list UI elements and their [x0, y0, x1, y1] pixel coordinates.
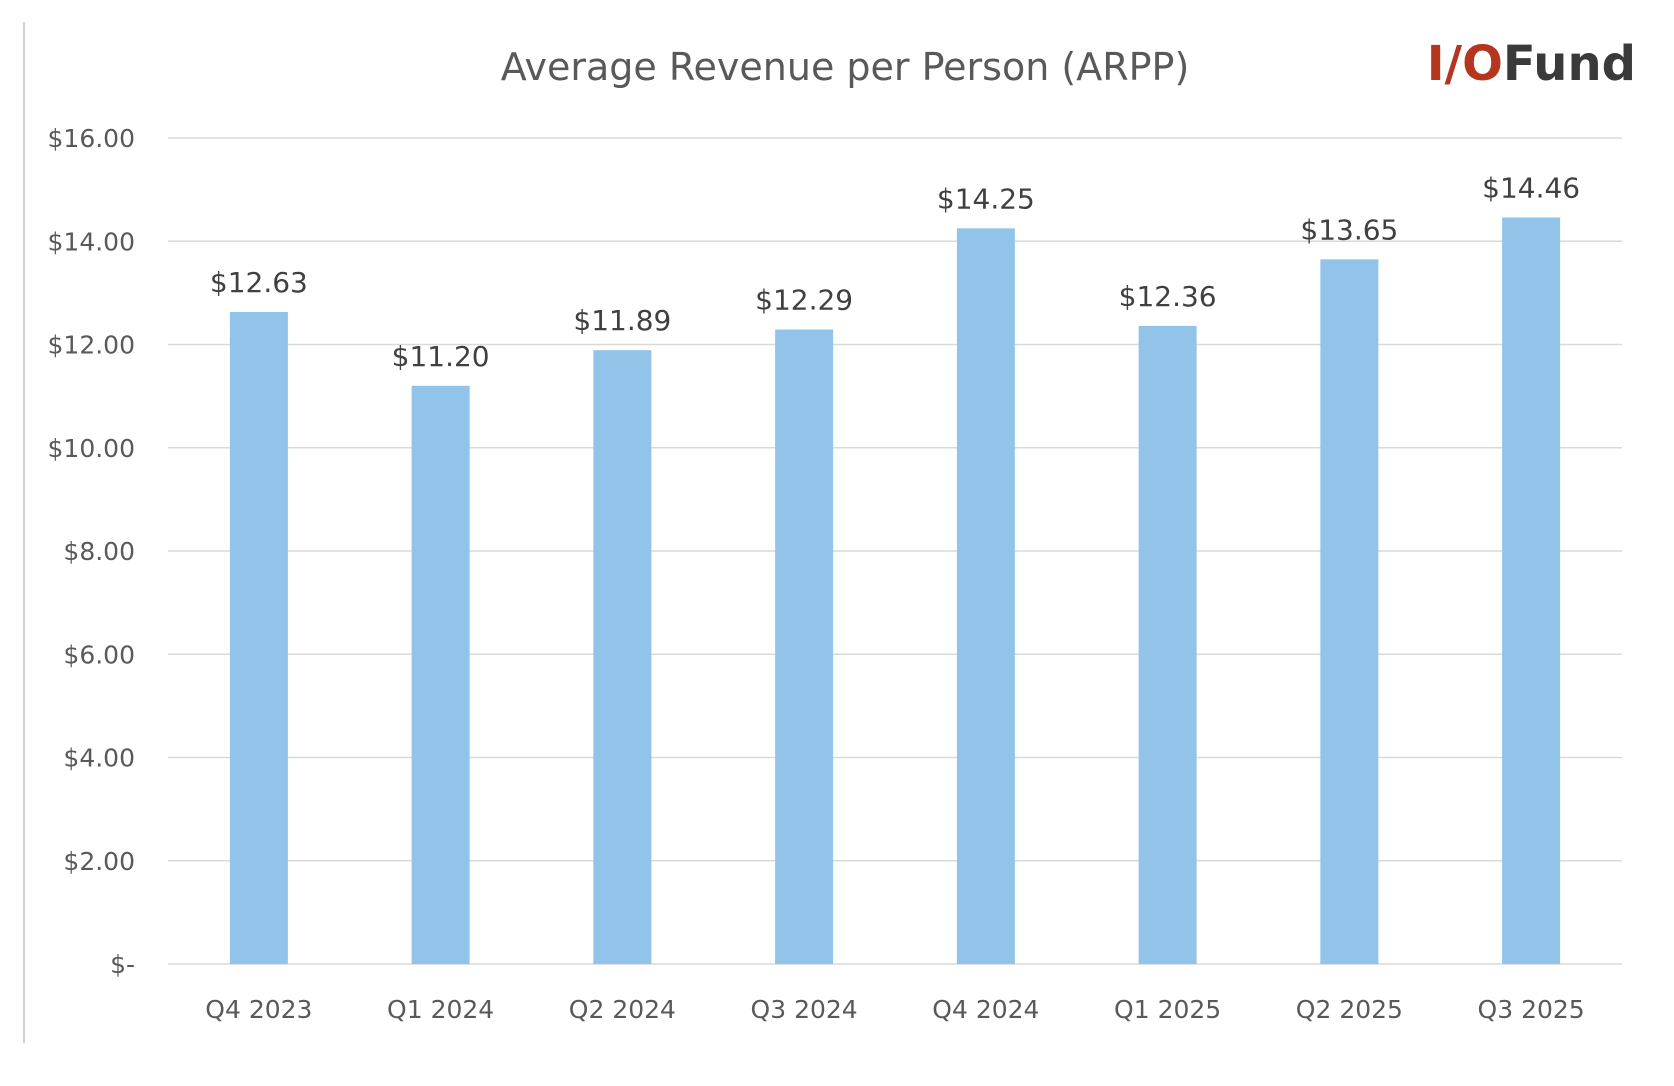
y-tick-label: $6.00	[63, 640, 135, 669]
bar	[411, 385, 470, 964]
y-tick-label: $10.00	[48, 434, 135, 463]
bar	[229, 311, 288, 964]
bar	[1138, 325, 1197, 964]
x-tick-label: Q4 2023	[205, 995, 312, 1024]
logo-io-text: I/O	[1427, 36, 1503, 92]
data-label: $12.29	[755, 284, 853, 317]
bar	[1320, 259, 1379, 965]
y-tick-label: $4.00	[63, 744, 135, 773]
data-label: $12.63	[210, 266, 308, 299]
x-tick-label: Q3 2025	[1478, 995, 1585, 1024]
data-label: $14.25	[937, 182, 1035, 215]
y-tick-label: $14.00	[48, 227, 135, 256]
x-tick-label: Q4 2024	[932, 995, 1039, 1024]
data-label: $12.36	[1119, 280, 1217, 313]
data-label: $11.20	[392, 340, 490, 373]
data-label: $11.89	[573, 304, 671, 337]
bar	[593, 350, 652, 965]
x-axis-tick-labels: Q4 2023 Q1 2024 Q2 2024 Q3 2024 Q4 2024 Q1 20…	[205, 995, 1584, 1024]
bars	[229, 217, 1561, 965]
bar	[775, 329, 834, 964]
data-label: $14.46	[1482, 172, 1580, 205]
data-labels: $12.63 $11.20 $11.89 $12.29 $14.25 $12.36 $13.…	[210, 172, 1580, 373]
bar	[1502, 217, 1561, 964]
x-tick-label: Q1 2024	[387, 995, 494, 1024]
x-tick-label: Q1 2025	[1114, 995, 1221, 1024]
y-tick-label: $16.00	[48, 124, 135, 153]
x-tick-label: Q2 2024	[569, 995, 676, 1024]
y-tick-label: $8.00	[63, 537, 135, 566]
y-tick-label: $2.00	[63, 847, 135, 876]
x-tick-label: Q2 2025	[1296, 995, 1403, 1024]
y-tick-label: $12.00	[48, 331, 135, 360]
x-tick-label: Q3 2024	[751, 995, 858, 1024]
logo-fund-text: Fund	[1503, 36, 1636, 92]
io-fund-logo: I/OFund	[1427, 36, 1636, 92]
gridlines	[168, 137, 1622, 965]
data-label: $13.65	[1300, 213, 1398, 246]
y-tick-label: $-	[110, 950, 135, 979]
y-axis-tick-labels: $- $2.00 $4.00 $6.00 $8.00 $10.00 $12.00 $14.00…	[48, 124, 135, 979]
chart-title: Average Revenue per Person (ARPP)	[501, 45, 1190, 89]
bar	[956, 228, 1015, 964]
